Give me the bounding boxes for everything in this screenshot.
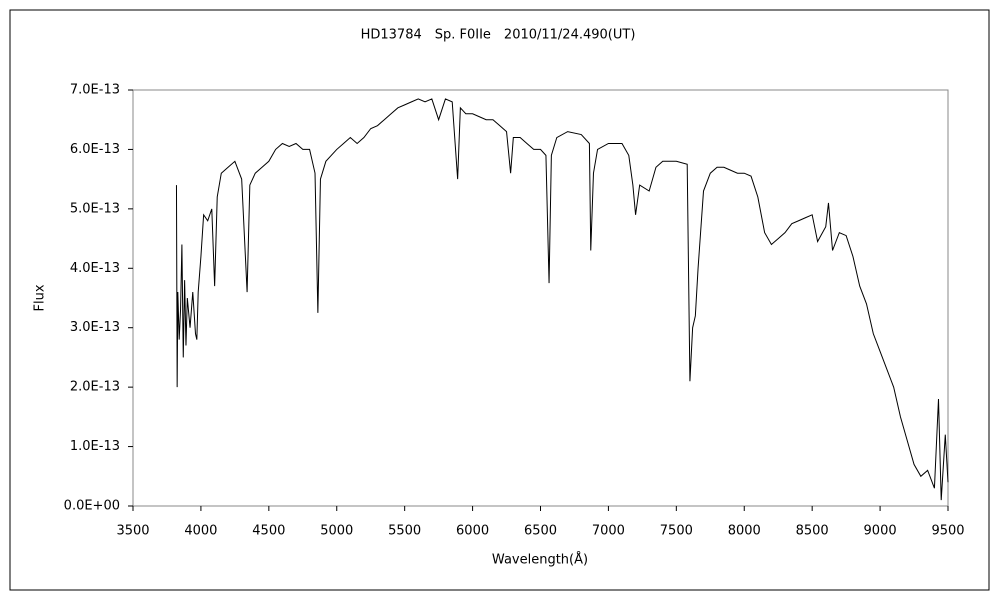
y-tick-label: 4.0E-13 <box>70 261 120 276</box>
x-tick-label: 6000 <box>456 524 489 539</box>
x-tick-label: 4000 <box>184 524 217 539</box>
x-tick-label: 5500 <box>388 524 421 539</box>
y-tick-label: 5.0E-13 <box>70 201 120 216</box>
x-tick-label: 3500 <box>116 524 149 539</box>
chart-frame <box>9 9 990 591</box>
y-tick-label: 7.0E-13 <box>70 83 120 98</box>
x-tick-label: 8500 <box>796 524 829 539</box>
x-axis-label: Wavelength(Å) <box>492 552 588 568</box>
x-tick-label: 8000 <box>728 524 761 539</box>
y-tick-label: 2.0E-13 <box>70 380 120 395</box>
y-axis-label: Flux <box>33 284 48 311</box>
x-tick-label: 4500 <box>252 524 285 539</box>
x-tick-label: 5000 <box>320 524 353 539</box>
x-tick-label: 9000 <box>864 524 897 539</box>
spectrum-line <box>175 98 949 501</box>
y-tick-label: 1.0E-13 <box>70 439 120 454</box>
chart-title: HD13784 Sp. F0IIe 2010/11/24.490(UT) <box>361 28 636 43</box>
x-tick-label: 7500 <box>660 524 693 539</box>
y-tick-label: 6.0E-13 <box>70 142 120 157</box>
x-tick-label: 6500 <box>524 524 557 539</box>
x-tick-label: 9500 <box>931 524 964 539</box>
x-tick-label: 7000 <box>592 524 625 539</box>
y-tick-label: 0.0E+00 <box>64 499 120 514</box>
y-tick-label: 3.0E-13 <box>70 320 120 335</box>
